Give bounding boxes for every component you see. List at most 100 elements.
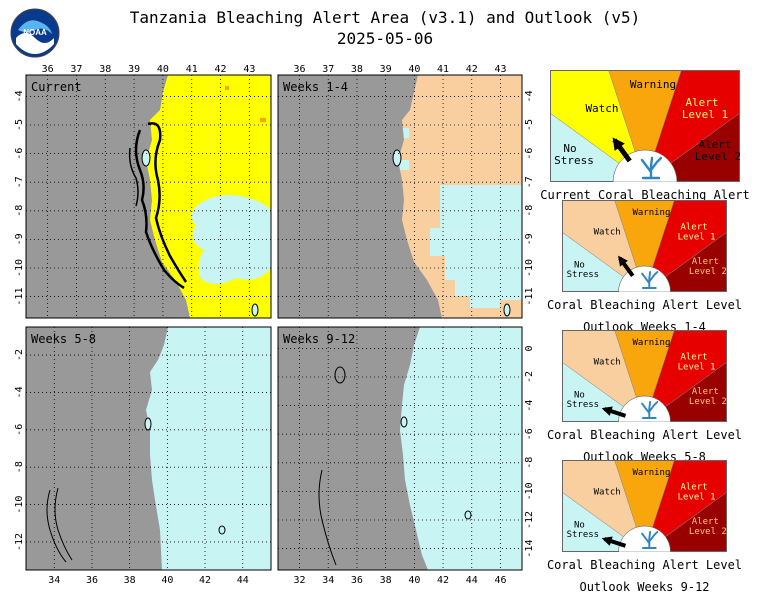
latitude-tick-label: -12 [524,511,535,529]
lake-outline [46,489,67,563]
longitude-tick-label: 43 [494,64,506,75]
latitude-tick-label: -8 [524,457,535,469]
alert-gauge: No Stress Watch Warning Alert Level 1 Alert Lev… [547,330,755,465]
longitude-tick-label: 37 [322,64,334,75]
gauge-label-no-stress: Stress [554,154,594,167]
gauge-label-alert-level-2: Level 2 [689,397,727,407]
gauge-label-alert-level-1: Level 1 [678,492,716,502]
noaa-logo: NOAA [10,8,60,58]
map-grid [26,75,271,318]
gauge-label-no-stress: No [574,520,585,530]
longitude-tick-label: 32 [294,575,306,586]
gauge-label-alert-level-2: Level 2 [689,267,727,277]
no-stress-area [395,160,409,170]
latitude-tick-label: 0 [524,345,535,351]
longitude-tick-label: 41 [186,64,198,75]
latitude-tick-label: -5 [524,119,535,131]
island [218,525,226,535]
latitude-tick-label: -11 [524,288,535,306]
gauge-label-alert-level-1: Alert [680,223,707,233]
gauge-label-warning: Warning [632,468,670,478]
lake-outline [54,487,73,561]
map-panel-label: Weeks 1-4 [283,80,348,94]
longitude-tick-label: 42 [215,64,227,75]
latitude-tick-label: -9 [14,233,25,245]
longitude-tick-label: 39 [380,64,392,75]
alert-gauge: No Stress Watch Warning Alert Level 1 Alert Lev… [547,200,755,335]
latitude-tick-label: -4 [524,400,535,412]
longitude-tick-label: 38 [124,575,136,586]
date-label: 2025-05-06 [336,29,434,48]
latitude-tick-label: -6 [524,428,535,440]
map-panel-current: Current [25,74,272,319]
no-stress-area [191,195,271,284]
land-mass [26,75,190,318]
no-stress-area [430,172,522,308]
longitude-tick-label: 44 [237,575,249,586]
longitude-tick-label: 38 [380,575,392,586]
coral-icon [641,531,659,549]
longitude-tick-label: 36 [294,64,306,75]
gauge-caption-line: Outlook Weeks 9-12 [579,580,710,594]
latitude-tick-label: -4 [14,386,25,398]
latitude-tick-label: -5 [14,119,25,131]
gauge-needle-tip [601,406,613,416]
gauge-label-alert-level-1: Level 1 [678,232,716,242]
map-panels: Current Weeks 1-4 Weeks 5-8 [14,64,535,586]
latitude-tick-label: -6 [14,148,25,160]
longitude-tick-label: 46 [494,575,506,586]
longitude-tick-label: 36 [351,575,363,586]
island [392,149,402,167]
gauge-caption: Coral Bleaching Alert Level Outlook Weeks… [535,558,755,595]
latitude-tick-label: -7 [14,176,25,188]
longitude-tick-label: 38 [351,64,363,75]
longitude-tick-label: 40 [161,575,173,586]
longitude-tick-label: 42 [466,64,478,75]
longitude-tick-label: 34 [48,575,60,586]
gauge-label-watch: Watch [594,358,621,368]
lake-outline [334,366,346,384]
latitude-tick-label: -8 [524,205,535,217]
longitude-tick-label: 40 [408,575,420,586]
latitude-tick-label: -6 [14,424,25,436]
longitude-tick-label: 36 [86,575,98,586]
gauge-label-no-stress: No [574,260,585,270]
alert-gauge: No Stress Watch Warning Alert Level 1 Alert Lev… [547,460,755,595]
gauge-caption-line: Coral Bleaching Alert Level [546,428,743,442]
latitude-tick-label: -10 [14,496,25,514]
map-panel-label: Weeks 9-12 [283,332,355,346]
latitude-tick-label: -10 [524,482,535,500]
coral-icon [641,271,659,289]
latitude-tick-label: -7 [524,176,535,188]
longitude-tick-label: 43 [243,64,255,75]
gauge-label-no-stress: Stress [567,270,600,280]
gauge-label-alert-level-2: Alert [698,138,731,151]
gauge-label-watch: Watch [585,102,618,115]
longitude-tick-label: 42 [437,575,449,586]
gauge-label-warning: Warning [632,208,670,218]
map-frame [25,326,272,571]
gauge-needle-tip [618,255,628,267]
map-frame [277,326,523,571]
longitude-tick-label: 44 [466,575,478,586]
latitude-tick-label: -2 [14,349,25,361]
page-title: Tanzania Bleaching Alert Area (v3.1) and… [129,8,641,27]
gauge-label-watch: Watch [594,488,621,498]
gauge-label-watch: Watch [594,228,621,238]
svg-text:NOAA: NOAA [23,28,47,37]
gauge-label-warning: Warning [630,78,676,91]
map-grid [26,327,271,570]
longitude-tick-label: 34 [322,575,334,586]
latitude-tick-label: -11 [14,288,25,306]
map-panel-weeks-9-12: Weeks 9-12 [277,326,523,571]
gauge-label-no-stress: No [563,142,576,155]
island [144,417,152,431]
latitude-tick-label: -8 [14,205,25,217]
gauge-needle-tip [601,536,613,546]
land-mass [278,75,442,318]
land-mass [26,327,168,570]
longitude-tick-label: 36 [42,64,54,75]
